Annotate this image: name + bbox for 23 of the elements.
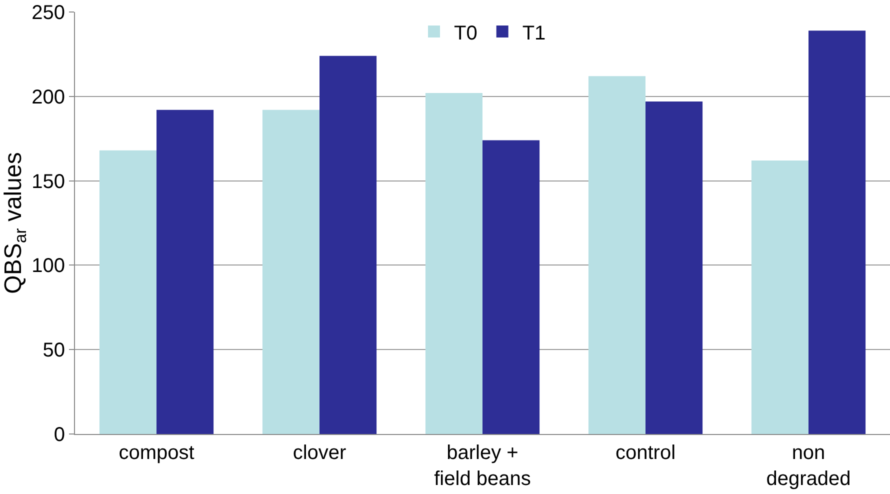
bar	[646, 101, 703, 434]
x-tick-label: non degraded	[766, 442, 851, 490]
legend-label: T1	[522, 22, 546, 44]
bar	[808, 30, 866, 434]
x-tick-label: clover	[292, 442, 347, 464]
y-tick-label: 200	[32, 86, 65, 108]
bar	[99, 150, 156, 434]
bar	[262, 110, 320, 434]
bar	[156, 110, 214, 434]
y-tick-label: 150	[32, 170, 65, 193]
bar	[425, 93, 482, 434]
legend-label: T0	[454, 22, 478, 44]
bar	[751, 160, 808, 434]
x-tick-label: control	[615, 442, 676, 464]
y-tick-label: 50	[42, 340, 65, 362]
bar	[588, 76, 646, 434]
x-tick-label: barley + field beans	[434, 442, 531, 490]
bar	[320, 56, 377, 434]
bar	[482, 140, 540, 434]
y-tick-label: 250	[32, 2, 65, 24]
y-tick-label: 100	[32, 255, 65, 278]
x-tick-label: compost	[118, 442, 195, 464]
y-tick-label: 0	[54, 424, 65, 446]
